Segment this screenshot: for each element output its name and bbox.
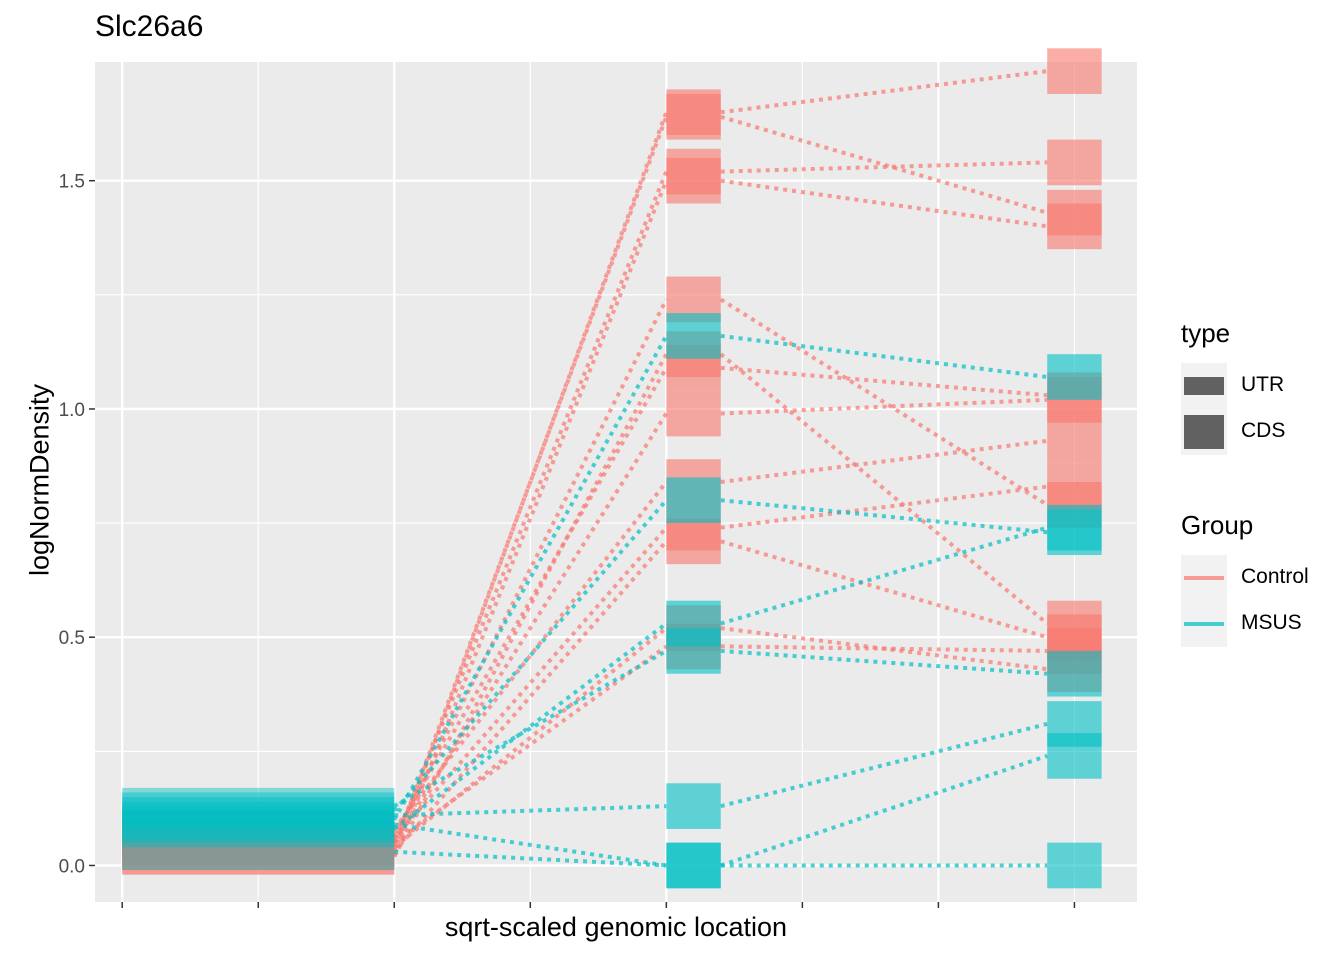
utr5-bar-control — [122, 824, 395, 861]
series-line-control — [720, 114, 1048, 215]
y-axis-label: logNormDensity — [24, 383, 55, 577]
utr5-bar-control — [122, 828, 395, 866]
legend-label-utr: UTR — [1241, 373, 1285, 396]
cds-block-msus — [666, 628, 721, 674]
utr3-block-msus — [1047, 842, 1102, 889]
legend-label-control: Control — [1241, 565, 1309, 588]
series-line-control — [392, 298, 669, 839]
series-line-control — [720, 644, 1048, 653]
series-line-msus — [394, 804, 667, 818]
cds-block-msus — [666, 783, 721, 829]
utr3-block-control — [1047, 48, 1102, 94]
series-line-msus — [720, 722, 1048, 809]
utr3-block-control — [1047, 463, 1102, 510]
utr5-bar-control — [122, 819, 395, 857]
series-line-control — [720, 69, 1048, 115]
series-line-control — [720, 178, 1048, 229]
legend-item-cds: CDS — [1181, 409, 1285, 455]
utr5-bar-control — [122, 833, 395, 871]
series-line-control — [720, 397, 1048, 416]
series-line-msus — [393, 822, 667, 868]
y-tick-label: 0.5 — [59, 628, 85, 649]
series-line-control — [720, 160, 1048, 174]
series-line-control — [393, 626, 668, 849]
legend-key-control — [1181, 555, 1227, 601]
utr5-bar-control — [122, 838, 395, 875]
legend-item-control: Control — [1181, 555, 1309, 601]
utr3-block-msus — [1047, 504, 1102, 551]
utr3-block-msus — [1047, 650, 1102, 697]
utr5-bar-msus — [122, 801, 395, 839]
utr5-bar-control — [122, 815, 395, 852]
legend-group-title: Group — [1181, 510, 1254, 540]
utr5-bar-msus — [122, 797, 395, 834]
legend-item-utr: UTR — [1181, 363, 1284, 409]
series-line-msus — [720, 498, 1048, 535]
series-line-control — [393, 644, 668, 845]
series-line-control — [719, 297, 1049, 507]
legend-label-cds: CDS — [1241, 419, 1286, 442]
series-line-msus — [720, 333, 1048, 379]
utr3-block-msus — [1047, 354, 1102, 400]
y-tick-label: 1.0 — [59, 400, 85, 421]
series-line-msus — [393, 649, 668, 808]
series-line-msus — [392, 498, 668, 813]
utr5-bar-control — [122, 824, 395, 861]
utr5-bar-msus — [122, 787, 395, 825]
series-line-control — [719, 352, 1049, 626]
utr5-bar-msus — [122, 806, 395, 843]
cds-block-msus — [666, 313, 721, 359]
utr3-block-control — [1047, 418, 1102, 464]
series-line-control — [720, 484, 1048, 530]
series-line-msus — [393, 621, 668, 831]
utr3-block-control — [1047, 139, 1102, 186]
utr5-bar-msus — [122, 810, 395, 848]
cds-block-control — [666, 93, 721, 140]
series-line-control — [392, 170, 669, 844]
series-line-msus — [720, 525, 1048, 626]
utr5-bar-control — [122, 810, 395, 848]
legend-item-msus: MSUS — [1181, 601, 1302, 647]
series-line-control — [392, 480, 668, 831]
utr5-bar-control — [122, 824, 395, 861]
cds-block-msus — [666, 477, 721, 524]
series-line-msus — [720, 754, 1048, 868]
chart-title: Slc26a6 — [95, 10, 204, 43]
legend-key-utr — [1181, 363, 1227, 409]
series-line-control — [720, 438, 1048, 484]
cds-block-control — [666, 157, 721, 204]
legend-key-cds — [1181, 409, 1227, 455]
y-tick-label: 0.0 — [59, 856, 85, 877]
series-line-control — [392, 540, 668, 854]
series-line-control — [720, 539, 1048, 640]
x-axis-label: sqrt-scaled genomic location — [444, 912, 788, 942]
legend-label-msus: MSUS — [1241, 611, 1302, 634]
legend-type-title: type — [1181, 318, 1231, 348]
utr5-bar-control — [122, 838, 395, 875]
utr5-bar-msus — [122, 833, 395, 871]
legend-key-msus — [1181, 601, 1227, 647]
series-line-control — [720, 365, 1048, 398]
series-line-msus — [394, 849, 667, 868]
cds-block-msus — [666, 842, 721, 889]
utr3-block-msus — [1047, 733, 1102, 779]
series-line-control — [392, 179, 669, 858]
plot-panel — [95, 62, 1137, 902]
series-line-control — [392, 116, 669, 848]
utr5-bar-msus — [122, 792, 395, 829]
series-line-control — [392, 526, 668, 840]
utr5-bar-control — [122, 828, 395, 866]
utr5-bar-control — [122, 819, 395, 857]
utr3-block-control — [1047, 189, 1102, 236]
legend-type: type UTR CDS — [1181, 318, 1285, 455]
utr5-bar-control — [122, 833, 395, 871]
cds-block-control — [666, 390, 721, 437]
legend-group: Group Control MSUS — [1181, 510, 1309, 647]
series-line-msus — [720, 648, 1048, 676]
series-line-msus — [392, 334, 669, 821]
y-tick-label: 1.5 — [59, 172, 85, 193]
